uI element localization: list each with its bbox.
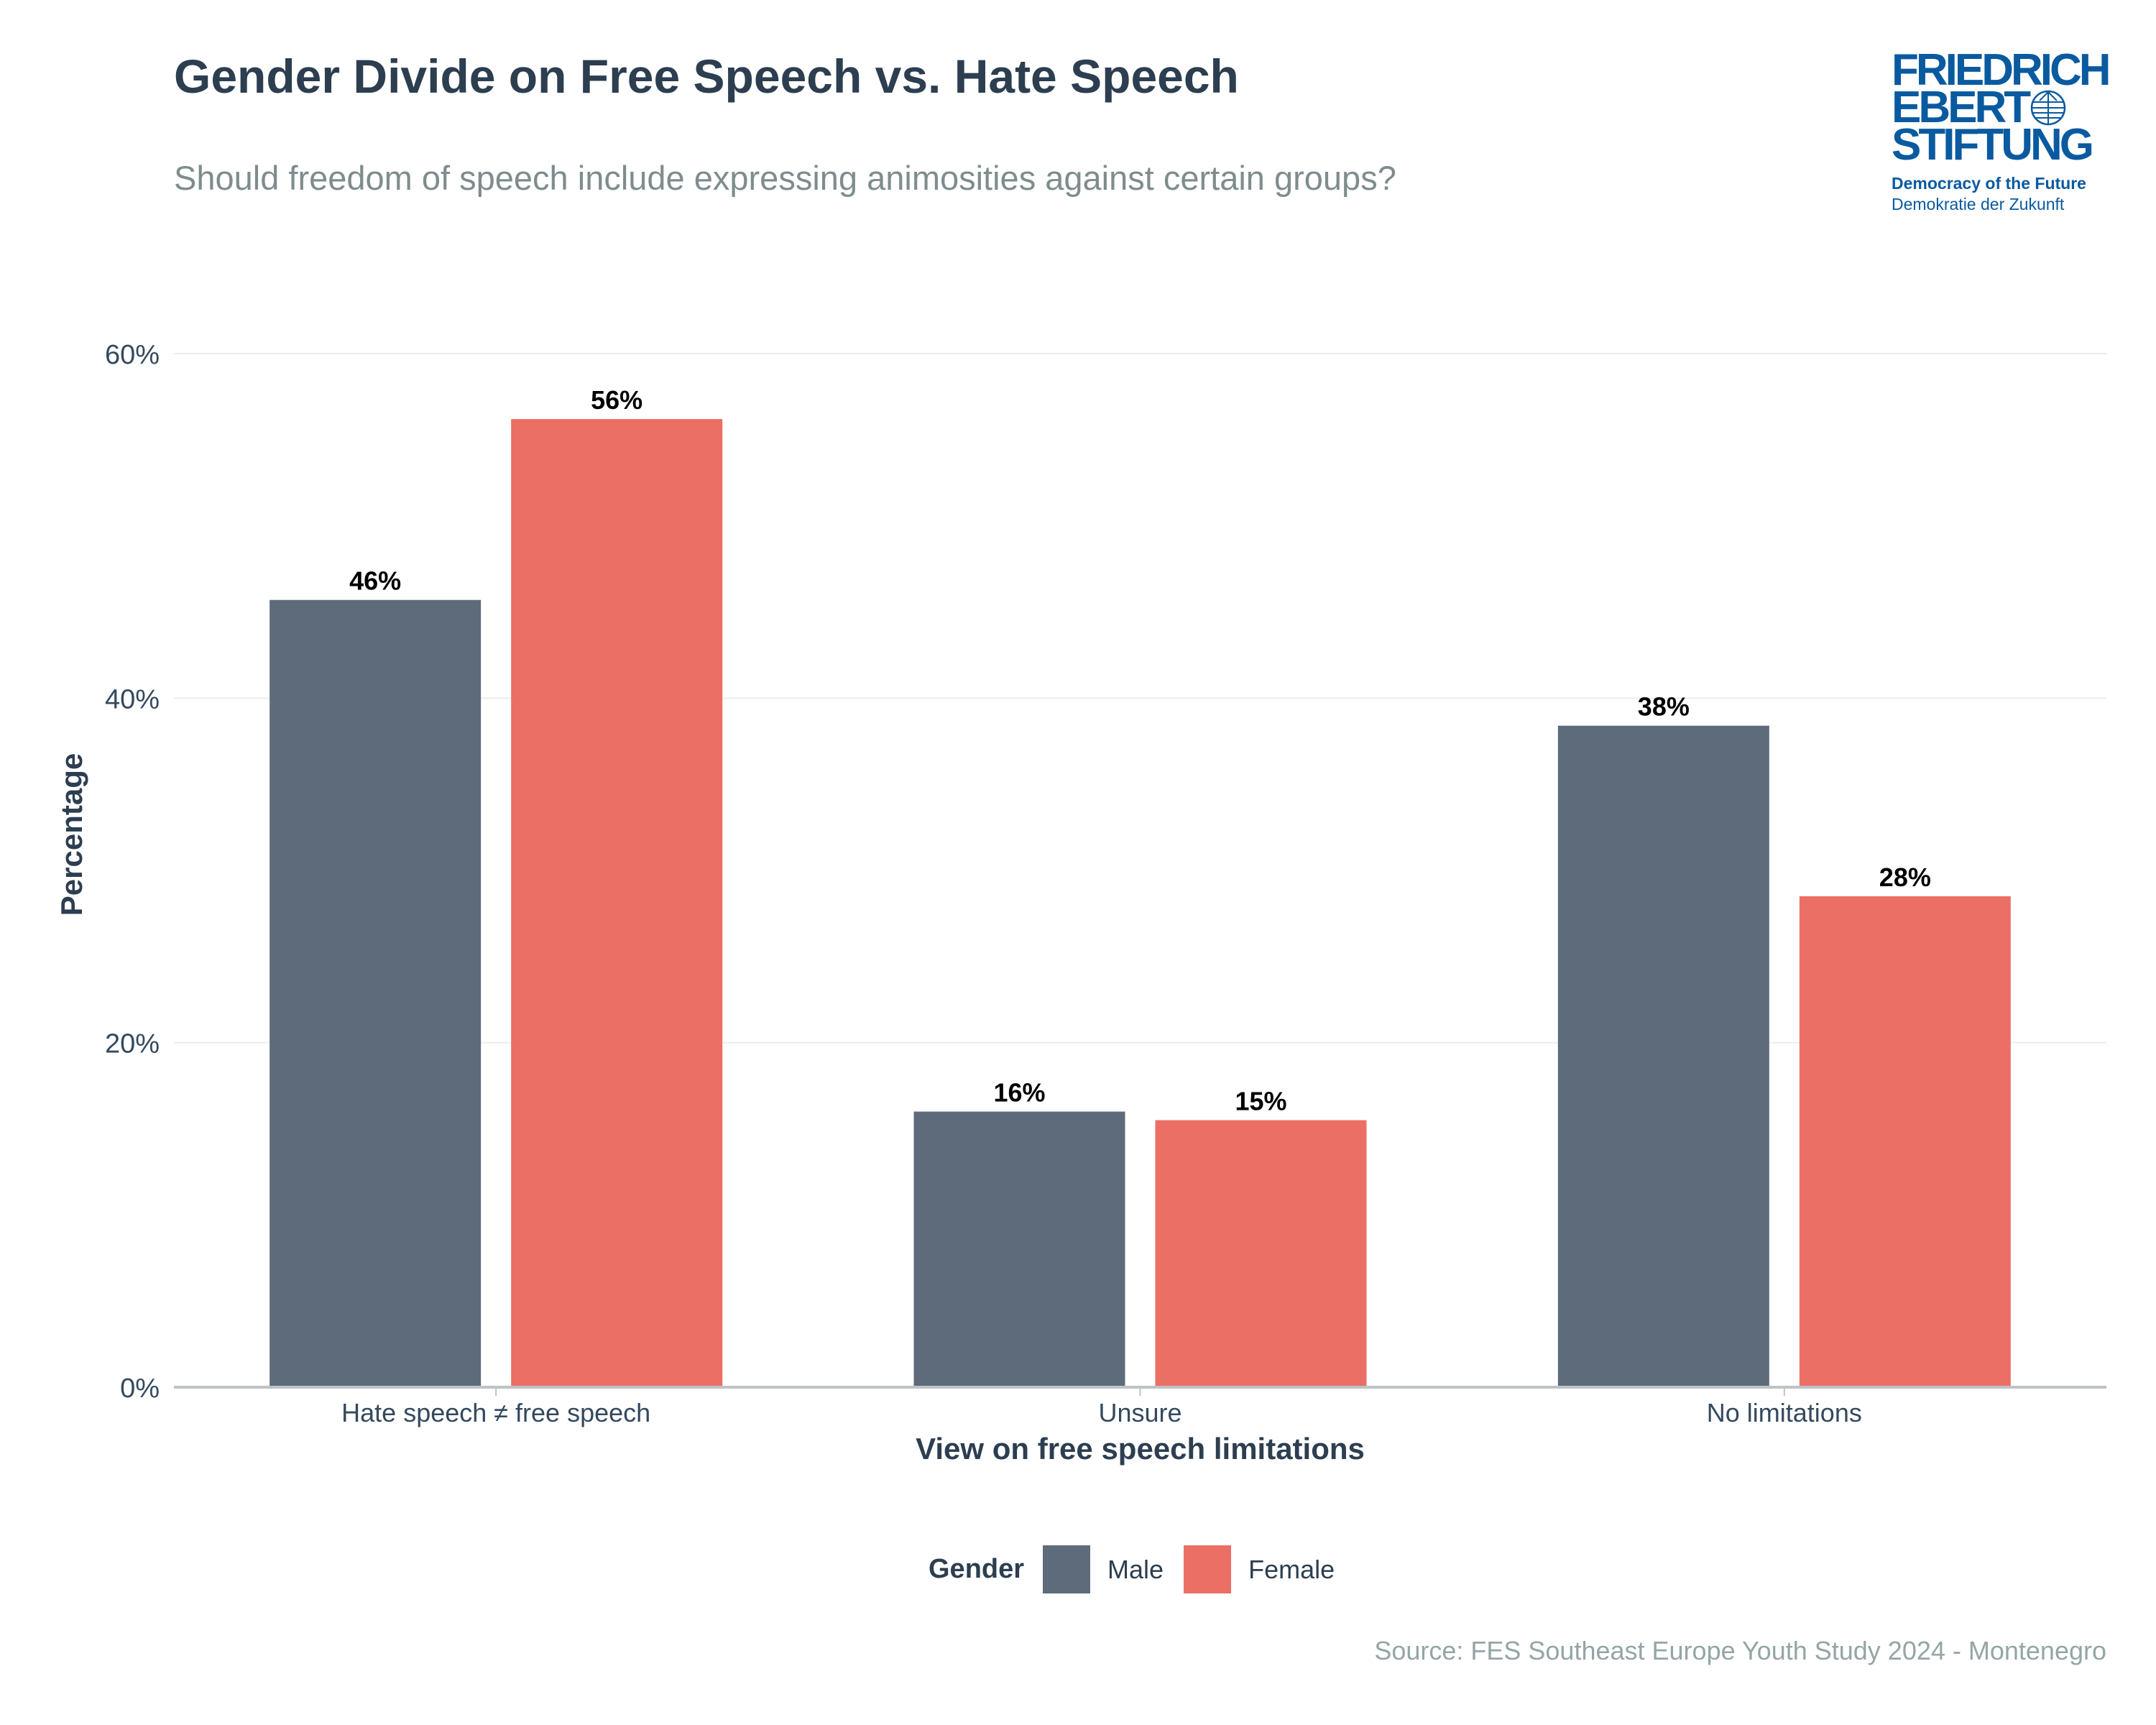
chart-subtitle: Should freedom of speech include express… [174,159,1396,197]
legend: Gender Male Female [929,1545,1355,1593]
y-tick-label: 60% [105,340,160,370]
chart-title: Gender Divide on Free Speech vs. Hate Sp… [174,50,1239,103]
bar-female [1155,1120,1367,1387]
bar-male [270,599,482,1387]
y-tick-label: 40% [105,684,160,714]
legend-key-female [1184,1545,1232,1593]
bar-value-label: 15% [1235,1087,1286,1116]
bar-value-label: 56% [591,385,642,415]
logo-line-2: EBERT [1892,83,2100,132]
legend-label-male: Male [1107,1554,1164,1584]
bar-female [1799,896,2011,1387]
y-tick-label: 20% [105,1029,160,1059]
x-tick-label: No limitations [1707,1398,1862,1427]
y-axis-ticks: 0% 20% 40% 60% [105,340,160,1404]
bar-value-label: 28% [1879,862,1931,892]
y-tick-label: 0% [120,1374,160,1404]
bar-value-label: 16% [993,1078,1045,1108]
logo-tagline-en: Democracy of the Future [1892,174,2086,193]
bar-male [913,1111,1125,1387]
logo-line-1: FRIEDRICH [1892,45,2111,95]
x-tick-label: Unsure [1098,1398,1181,1427]
logo-line-3: STIFTUNG [1892,120,2094,170]
x-tick-label: Hate speech ≠ free speech [341,1398,650,1427]
logo-line-2-text: EBERT [1892,83,2031,132]
bar-value-label: 46% [349,566,401,596]
gridlines [174,353,2106,1044]
legend-key-male [1043,1545,1091,1593]
globe-icon [2030,90,2066,126]
x-axis-ticks: Hate speech ≠ free speech Unsure No limita… [341,1387,1862,1427]
bar-female [511,419,723,1388]
legend-label-female: Female [1248,1554,1335,1584]
source-note: Source: FES Southeast Europe Youth Study… [1374,1636,2106,1665]
bars [270,419,2011,1388]
x-axis-title: View on free speech limitations [916,1432,1365,1466]
bar-value-label: 38% [1638,692,1690,722]
bar-male [1557,725,1769,1387]
logo-tagline-de: Demokratie der Zukunft [1892,195,2065,213]
fes-logo: FRIEDRICH EBERT STIFTUNG Democracy of th… [1892,45,2111,214]
legend-title: Gender [929,1554,1025,1584]
bar-labels: 46% 56% 16% 15% 38% 28% [349,385,1931,1116]
y-axis-title: Percentage [55,753,88,916]
